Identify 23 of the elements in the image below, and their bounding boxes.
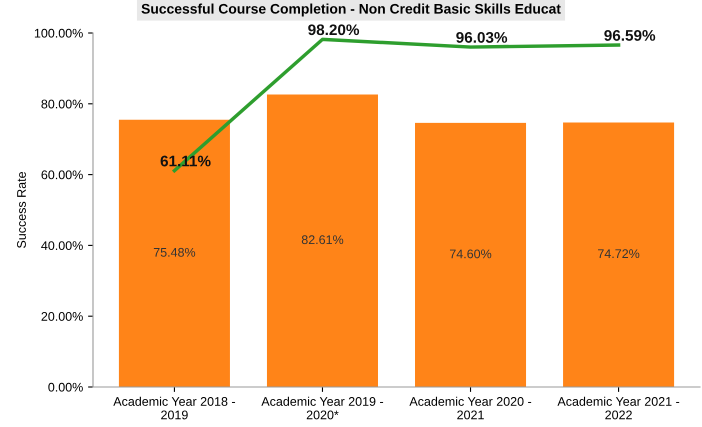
x-tick-label: Academic Year 2019 - 2020* <box>261 396 384 420</box>
x-tick-label: Academic Year 2020 - 2021 <box>409 396 532 420</box>
data-label: 75.48% <box>154 248 196 257</box>
y-tick-label: 80.00% <box>41 100 83 108</box>
data-label: 96.03% <box>456 32 508 43</box>
x-tick-label: Academic Year 2021 - 2022 <box>557 396 680 420</box>
data-label: 82.61% <box>302 235 344 244</box>
y-tick-label: 60.00% <box>42 170 83 180</box>
y-tick-label: 100.00% <box>34 28 83 38</box>
data-label: 74.72% <box>598 249 640 258</box>
bar <box>415 122 526 387</box>
data-label: 96.59% <box>604 30 656 41</box>
y-axis-title: Success Rate <box>17 172 26 248</box>
chart-title: Successful Course Completion - Non Credit Basic Skills Educat <box>141 4 561 16</box>
y-tick-label: 40.00% <box>41 241 83 250</box>
x-tick-label: Academic Year 2018 - 2019 <box>113 396 236 420</box>
data-label: 98.20% <box>308 24 360 36</box>
data-label: 74.60% <box>450 249 492 258</box>
y-tick-label: 0.00% <box>48 382 83 392</box>
y-tick-label: 20.00% <box>42 312 83 321</box>
bar <box>118 120 230 387</box>
bar <box>266 94 378 387</box>
bar <box>563 122 674 387</box>
